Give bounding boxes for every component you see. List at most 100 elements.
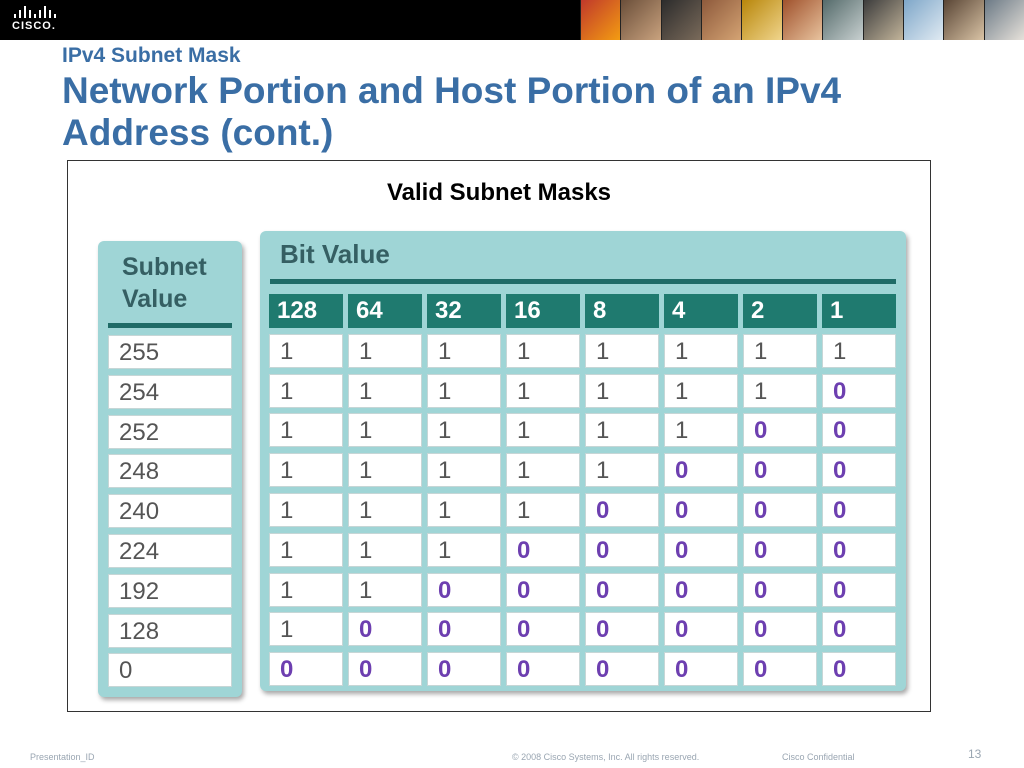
bit-cell: 0 — [664, 612, 738, 647]
bit-cell: 1 — [269, 572, 343, 607]
bit-header-cell: 128 — [269, 294, 343, 328]
photo-image — [983, 0, 1024, 40]
slide-title: Network Portion and Host Portion of an I… — [62, 70, 842, 153]
bit-cell: 1 — [269, 492, 343, 527]
subnet-mask-figure: Valid Subnet Masks Subnet Value 255 254 … — [67, 160, 931, 712]
bit-cell: 1 — [269, 373, 343, 408]
bit-cell: 0 — [664, 652, 738, 687]
bit-header-row: 128 64 32 16 8 4 2 1 — [269, 294, 897, 328]
bit-cell: 0 — [506, 652, 580, 687]
bit-cell: 0 — [822, 572, 896, 607]
bit-cell: 0 — [506, 572, 580, 607]
logo-text: CISCO. — [12, 20, 56, 32]
bit-cell: 1 — [348, 572, 422, 607]
bit-cell: 0 — [822, 492, 896, 527]
cisco-bars-icon — [14, 6, 72, 18]
photo-image — [741, 0, 782, 40]
subnet-value-cell: 240 — [108, 494, 232, 529]
bit-cell: 1 — [664, 413, 738, 448]
cisco-logo: CISCO. — [12, 6, 72, 34]
bit-cell: 1 — [506, 333, 580, 368]
bit-cell: 1 — [506, 373, 580, 408]
photo-image — [620, 0, 661, 40]
bit-cell: 0 — [664, 532, 738, 567]
bit-cell: 1 — [348, 373, 422, 408]
subnet-value-list: 255 254 252 248 240 224 192 128 0 — [108, 335, 232, 693]
photo-image — [580, 0, 621, 40]
bit-value-panel: Bit Value 128 64 32 16 8 4 2 1 1 1 1 1 1 1 1 1 1 1 1 1 1 1 1 0 1… — [260, 231, 906, 691]
bit-cell: 0 — [585, 492, 659, 527]
bit-cell: 0 — [348, 652, 422, 687]
bit-cell: 0 — [664, 572, 738, 607]
subnet-value-cell: 248 — [108, 454, 232, 489]
bit-cell: 0 — [822, 612, 896, 647]
bit-cell: 0 — [585, 532, 659, 567]
bit-cell: 1 — [664, 373, 738, 408]
bit-cell: 0 — [427, 652, 501, 687]
divider — [108, 323, 232, 328]
bit-cell: 0 — [743, 453, 817, 488]
bit-cell: 1 — [427, 333, 501, 368]
bit-cell: 1 — [269, 333, 343, 368]
bit-cell: 0 — [743, 532, 817, 567]
bit-cell: 0 — [664, 492, 738, 527]
bit-header-cell: 2 — [743, 294, 817, 328]
bit-cell: 0 — [743, 413, 817, 448]
bit-cell: 1 — [269, 453, 343, 488]
bit-cell: 0 — [822, 373, 896, 408]
bit-cell: 0 — [585, 612, 659, 647]
bit-cell: 0 — [664, 453, 738, 488]
bit-cell: 1 — [822, 333, 896, 368]
bit-header-cell: 1 — [822, 294, 896, 328]
bit-cell: 0 — [585, 572, 659, 607]
photo-image — [701, 0, 742, 40]
bit-header-cell: 64 — [348, 294, 422, 328]
bit-cell: 1 — [664, 333, 738, 368]
bit-cell: 1 — [348, 492, 422, 527]
bit-cell: 1 — [427, 413, 501, 448]
bit-cell: 0 — [585, 652, 659, 687]
photo-image — [902, 0, 944, 40]
photo-image — [781, 0, 823, 40]
subnet-value-cell: 192 — [108, 573, 232, 608]
subnet-value-cell: 254 — [108, 374, 232, 409]
slide-subtitle: IPv4 Subnet Mask — [62, 44, 241, 67]
bit-cell: 0 — [348, 612, 422, 647]
bit-cell: 0 — [506, 532, 580, 567]
header-bar: CISCO. — [0, 0, 1024, 40]
bit-cell: 0 — [506, 612, 580, 647]
bit-cell: 1 — [506, 453, 580, 488]
subnet-value-cell: 0 — [108, 653, 232, 688]
subnet-value-cell: 128 — [108, 613, 232, 648]
bit-cell: 0 — [822, 453, 896, 488]
bit-cell: 1 — [427, 492, 501, 527]
bit-cell: 1 — [427, 453, 501, 488]
bit-cell: 1 — [585, 373, 659, 408]
photo-image — [822, 0, 863, 40]
bit-cell: 1 — [585, 333, 659, 368]
bit-cell: 0 — [822, 413, 896, 448]
subnet-value-cell: 224 — [108, 533, 232, 568]
bit-cell: 0 — [822, 652, 896, 687]
subnet-heading-line2: Value — [122, 285, 188, 313]
header-photo-strip — [580, 0, 1024, 40]
bit-cell: 0 — [743, 572, 817, 607]
bit-cell: 1 — [585, 413, 659, 448]
bit-header-cell: 32 — [427, 294, 501, 328]
subnet-value-panel: Subnet Value 255 254 252 248 240 224 192… — [98, 241, 242, 697]
bit-value-heading: Bit Value — [280, 239, 390, 269]
divider — [270, 279, 896, 284]
bit-cell: 0 — [743, 492, 817, 527]
bit-grid: 128 64 32 16 8 4 2 1 1 1 1 1 1 1 1 1 1 1 1 1 1 1 1 0 1 1 1 1 1 1 0 0 1 1 1… — [269, 294, 897, 692]
bit-header-cell: 16 — [506, 294, 580, 328]
photo-image — [660, 0, 702, 40]
subnet-value-cell: 252 — [108, 414, 232, 449]
bit-cell: 1 — [348, 453, 422, 488]
